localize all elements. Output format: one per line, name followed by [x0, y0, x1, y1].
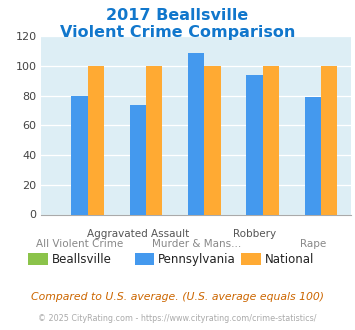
Text: Compared to U.S. average. (U.S. average equals 100): Compared to U.S. average. (U.S. average … — [31, 292, 324, 302]
Bar — [263, 66, 279, 214]
Bar — [88, 66, 104, 214]
Text: Murder & Mans...: Murder & Mans... — [152, 240, 241, 249]
Bar — [188, 53, 204, 214]
Bar — [305, 97, 321, 214]
Text: Aggravated Assault: Aggravated Assault — [87, 229, 189, 239]
Bar — [321, 66, 337, 214]
Text: Beallsville: Beallsville — [51, 252, 111, 266]
Bar — [146, 66, 162, 214]
Bar — [246, 75, 263, 214]
Text: 2017 Beallsville: 2017 Beallsville — [106, 8, 248, 23]
Bar — [130, 105, 146, 214]
Text: All Violent Crime: All Violent Crime — [36, 240, 123, 249]
Bar — [71, 96, 88, 214]
Bar — [204, 66, 221, 214]
Text: Violent Crime Comparison: Violent Crime Comparison — [60, 25, 295, 40]
Text: Rape: Rape — [300, 240, 326, 249]
Text: Pennsylvania: Pennsylvania — [158, 252, 236, 266]
Text: National: National — [264, 252, 314, 266]
Text: © 2025 CityRating.com - https://www.cityrating.com/crime-statistics/: © 2025 CityRating.com - https://www.city… — [38, 314, 317, 323]
Text: Robbery: Robbery — [233, 229, 276, 239]
